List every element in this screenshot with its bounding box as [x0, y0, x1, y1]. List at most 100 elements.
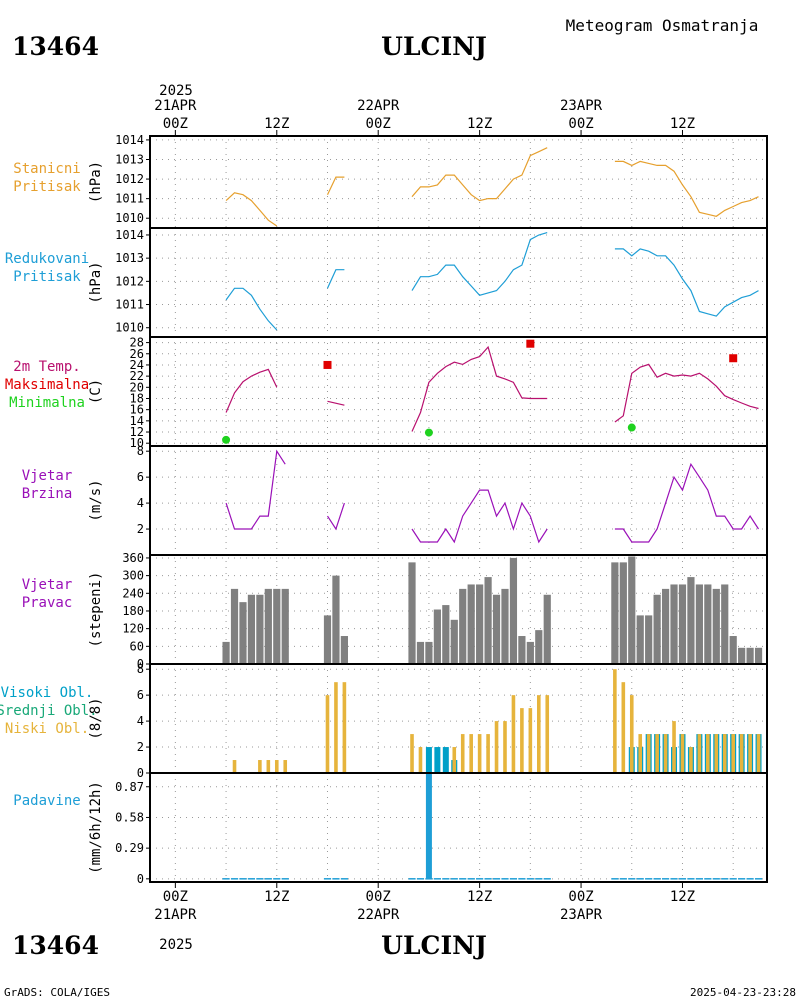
direction-bar — [323, 615, 332, 664]
direction-bar — [738, 647, 746, 664]
y-tick-label: 6 — [137, 470, 144, 484]
direction-bar — [721, 584, 729, 664]
y-tick-label: 1013 — [115, 251, 144, 265]
low-cloud-bar — [520, 708, 524, 773]
direction-bar — [425, 641, 433, 664]
low-cloud-bar — [536, 695, 541, 773]
direction-bar — [408, 562, 416, 664]
low-cloud-bar — [283, 760, 288, 773]
panel-label: 2m Temp. — [13, 359, 80, 375]
y-tick-label: 240 — [122, 586, 144, 600]
direction-bar — [476, 584, 484, 664]
low-cloud-bar — [232, 760, 237, 773]
panel-label: Minimalna — [9, 395, 85, 411]
time-label-bottom: 12Z — [467, 889, 492, 905]
low-cloud-bar — [258, 760, 262, 773]
series-line — [411, 345, 548, 432]
low-cloud-bar — [477, 734, 482, 773]
panel-label: Pritisak — [13, 179, 81, 195]
panel-label: Maksimalna — [5, 377, 89, 393]
direction-bar — [332, 575, 340, 664]
tmin-marker — [424, 428, 433, 437]
series-line — [411, 232, 548, 296]
low-cloud-bar — [680, 734, 685, 773]
direction-bar — [256, 594, 264, 664]
unit-label: (C) — [88, 379, 104, 404]
unit-label: (m/s) — [88, 479, 104, 521]
high-cloud-bar — [425, 747, 432, 773]
panel-frame — [149, 227, 768, 338]
y-tick-label: 0 — [137, 657, 144, 671]
direction-bar — [492, 594, 501, 664]
y-tick-label: 1011 — [115, 298, 144, 312]
date-label-bottom: 21APR — [154, 907, 197, 923]
y-tick-label: 20 — [130, 380, 144, 394]
direction-bar — [416, 641, 425, 664]
direction-bar — [433, 609, 441, 664]
panel-label: Stanicni — [13, 161, 80, 177]
unit-label: (hPa) — [88, 161, 104, 203]
direction-bar — [501, 588, 509, 664]
time-label-top: 12Z — [670, 116, 695, 132]
y-tick-label: 0.87 — [115, 780, 144, 794]
direction-bar — [670, 584, 678, 664]
direction-bar — [678, 584, 687, 664]
low-cloud-bar — [756, 734, 761, 773]
low-cloud-bar — [731, 734, 735, 773]
y-tick-label: 300 — [122, 569, 144, 583]
time-label-top: 00Z — [366, 116, 391, 132]
y-tick-label: 4 — [137, 714, 144, 728]
unit-label: (hPa) — [88, 261, 104, 303]
time-label-bottom: 00Z — [366, 889, 391, 905]
time-label-bottom: 00Z — [568, 889, 593, 905]
direction-bar — [543, 594, 551, 664]
panel-clouds: 0 2 4 6 8 Visoki Obl. Srednji Obl. Niski Obl.(8… — [0, 662, 768, 780]
tmax-marker — [323, 360, 332, 369]
panel-label: Visoki Obl. — [1, 685, 94, 701]
series-line — [614, 363, 759, 423]
y-tick-label: 1011 — [115, 192, 144, 206]
y-tick-label: 180 — [122, 604, 144, 618]
panel-label: Pritisak — [13, 269, 81, 285]
y-tick-label: 120 — [122, 622, 144, 636]
low-cloud-bar — [621, 682, 626, 773]
y-tick-label: 8 — [137, 662, 144, 676]
direction-bar — [695, 584, 703, 664]
low-cloud-bar — [545, 695, 550, 773]
direction-bar — [450, 619, 458, 664]
low-cloud-bar — [418, 747, 423, 773]
series-line — [411, 147, 548, 202]
direction-bar — [239, 602, 247, 664]
direction-bar — [509, 557, 518, 664]
date-label-bottom: 23APR — [560, 907, 603, 923]
time-label-top: 00Z — [568, 116, 593, 132]
low-cloud-bar — [325, 695, 330, 773]
y-tick-label: 360 — [122, 551, 144, 565]
y-tick-label: 2 — [137, 522, 144, 536]
date-label-top: 23APR — [560, 98, 603, 114]
low-cloud-bar — [266, 760, 271, 773]
y-tick-label: 16 — [130, 403, 144, 417]
panel-label: Vjetar — [22, 468, 73, 484]
direction-bar — [611, 562, 619, 664]
top-year: 2025 — [159, 83, 193, 99]
low-cloud-bar — [613, 669, 617, 773]
station-id-bottom: 13464 — [12, 931, 99, 960]
series-line — [614, 462, 760, 543]
y-tick-label: 0.58 — [115, 810, 144, 824]
direction-bar — [687, 577, 695, 664]
low-cloud-bar — [689, 747, 693, 773]
low-cloud-bar — [342, 682, 347, 773]
y-tick-label: 1012 — [115, 274, 144, 288]
low-cloud-bar — [511, 695, 516, 773]
low-cloud-bar — [494, 721, 499, 773]
direction-bar — [661, 588, 670, 664]
panel-label: Srednji Obl. — [0, 703, 98, 719]
direction-bar — [264, 588, 272, 664]
y-tick-label: 8 — [137, 444, 144, 458]
tmin-marker — [222, 435, 231, 444]
direction-bar — [273, 588, 281, 664]
tmax-marker — [729, 354, 738, 363]
direction-bar — [459, 588, 467, 664]
